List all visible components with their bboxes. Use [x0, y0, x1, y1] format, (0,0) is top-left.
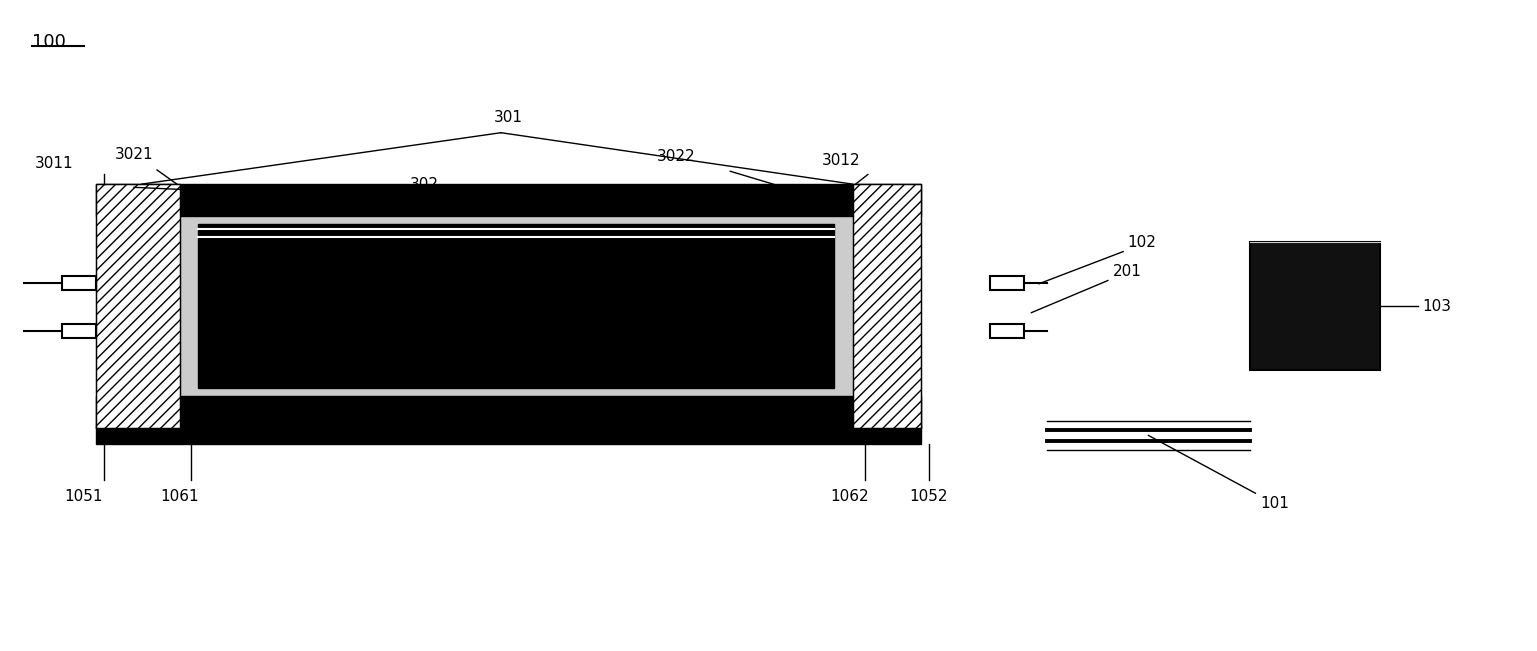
Text: 301: 301 [493, 110, 523, 125]
Bar [95, 184, 180, 428]
Bar [853, 184, 921, 428]
Bar [990, 324, 1024, 339]
Text: 3021: 3021 [115, 146, 154, 161]
Text: 302: 302 [410, 178, 440, 193]
Text: 3012: 3012 [822, 153, 861, 168]
Text: 100: 100 [32, 33, 66, 51]
Text: 1051: 1051 [65, 490, 103, 505]
Text: 1062: 1062 [830, 490, 868, 505]
Text: 1061: 1061 [161, 490, 200, 505]
Text: 103: 103 [1423, 299, 1452, 314]
Bar [95, 184, 921, 216]
Text: 3022: 3022 [656, 148, 696, 163]
Bar [95, 426, 921, 445]
Bar [1250, 242, 1380, 370]
Bar [95, 184, 180, 428]
Bar [63, 276, 95, 290]
Text: 1052: 1052 [910, 490, 948, 505]
Bar [63, 324, 95, 339]
Bar [198, 224, 835, 389]
Text: 101: 101 [1260, 497, 1290, 512]
Bar [180, 216, 853, 396]
Text: 3011: 3011 [35, 156, 74, 171]
Bar [990, 276, 1024, 290]
Text: 201: 201 [1113, 264, 1142, 279]
Bar [853, 184, 921, 428]
Text: 102: 102 [1128, 234, 1157, 250]
Bar [95, 396, 921, 428]
